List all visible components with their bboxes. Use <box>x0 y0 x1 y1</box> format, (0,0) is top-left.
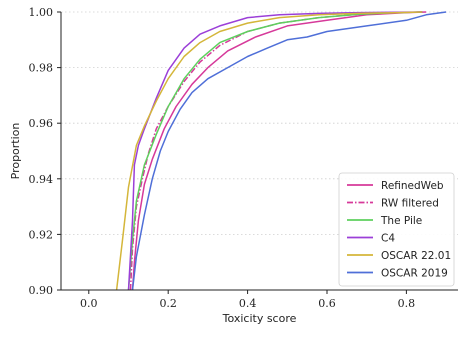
series-line-refinedweb <box>131 11 427 290</box>
x-tick-label-3: 0.6 <box>318 297 336 310</box>
y-tick-label-1: 0.92 <box>29 228 54 241</box>
y-tick-label-0: 0.90 <box>29 284 54 297</box>
legend-label-1: RW filtered <box>381 198 439 210</box>
x-tick-label-1: 0.2 <box>159 297 177 310</box>
series-line-oscar-2019 <box>131 11 447 290</box>
x-tick-labels: 0.0 0.2 0.4 0.6 0.8 <box>80 290 415 310</box>
y-tick-label-5: 1.00 <box>29 6 54 19</box>
series-lines <box>115 11 447 290</box>
x-tick-label-0: 0.0 <box>80 297 98 310</box>
legend-label-5: OSCAR 2019 <box>381 268 448 280</box>
series-line-the-pile <box>127 11 423 290</box>
x-tick-label-4: 0.8 <box>398 297 416 310</box>
y-tick-labels: 0.90 0.92 0.94 0.96 0.98 1.00 <box>29 6 61 297</box>
legend-label-4: OSCAR 22.01 <box>381 250 451 262</box>
legend-label-3: C4 <box>381 233 395 245</box>
series-line-c4 <box>127 11 423 290</box>
axes <box>60 12 458 291</box>
y-tick-label-2: 0.94 <box>29 173 54 186</box>
x-tick-label-2: 0.4 <box>239 297 257 310</box>
x-axis-label: Toxicity score <box>222 312 297 325</box>
series-line-oscar-22-01 <box>115 11 423 290</box>
y-tick-label-4: 0.98 <box>29 62 54 75</box>
y-tick-label-3: 0.96 <box>29 117 54 130</box>
legend-box <box>338 172 455 287</box>
y-axis-label: Proportion <box>9 123 22 180</box>
legend: RefinedWeb RW filtered The Pile C4 OSCAR 22.… <box>338 172 455 287</box>
legend-label-2: The Pile <box>380 215 422 227</box>
legend-label-0: RefinedWeb <box>381 180 444 192</box>
